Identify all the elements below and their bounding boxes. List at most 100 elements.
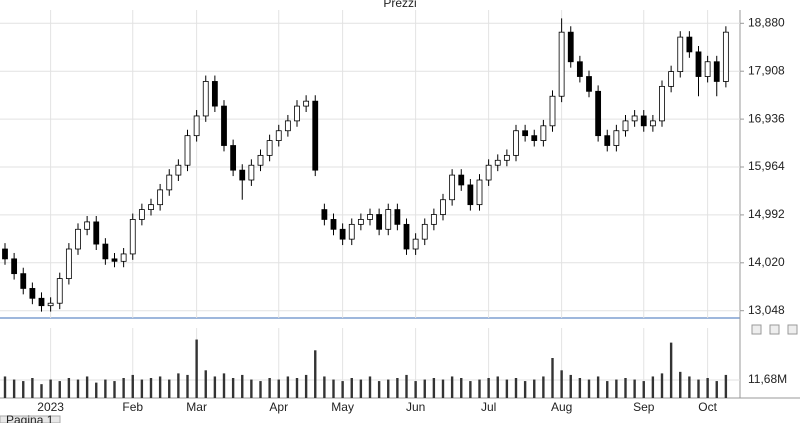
volume-bar [560,370,563,398]
candle-body [65,248,72,279]
candle-body [622,120,629,132]
candle-body [668,71,675,87]
volume-bar [387,379,390,398]
panel-buttons[interactable] [751,324,798,335]
candle-body [440,199,446,215]
candle-body [613,130,620,146]
volume-bar [149,378,153,398]
volume-bar [706,378,709,398]
volume-bar [67,378,71,398]
volume-bar [58,381,61,398]
candle-body [640,115,647,127]
candle-body [184,135,191,166]
volume-bar [259,381,262,398]
volume-bar [642,381,645,398]
candle-body [348,223,355,240]
volume-bar [76,379,80,398]
volume-bar [423,379,426,398]
volume-bar [250,379,253,398]
volume-bar [350,378,353,398]
candle-body [522,130,529,137]
y-tick-label: 14,992 [748,207,785,221]
volume-bar [396,378,399,398]
y-tick-label: 17,908 [748,63,785,77]
candle-body [239,169,246,181]
volume-bar [496,376,499,398]
candle-body [540,125,547,141]
candle-body [284,120,291,132]
candle-body [485,164,492,181]
candle-body [394,209,401,225]
y-tick-label: 14,020 [748,255,785,269]
y-tick-label: 18,880 [748,15,785,29]
volume-bar [213,376,217,398]
candle-body [449,174,456,201]
candle-body [211,81,218,107]
candle-body [686,36,693,53]
chart-title: Prezzi [383,0,416,10]
candle-body [494,159,501,166]
candle-body [75,228,81,250]
candle-body [430,214,437,225]
volume-bar [478,379,481,398]
candle-body [376,214,383,230]
candle-body [330,219,337,230]
candle-body [677,36,684,72]
minimize-button[interactable] [751,324,762,335]
volume-bar [158,376,162,398]
volume-bar [140,379,144,398]
x-tick-label: Sep [633,400,655,414]
close-button[interactable] [787,324,798,335]
volume-bar [514,378,518,398]
candle-body [549,95,556,127]
candle-body [312,100,319,171]
x-tick-label: Apr [269,400,288,414]
x-tick-label: 2023 [37,400,64,414]
volume-bar [715,381,718,398]
candle-body [11,258,18,275]
candle-body [275,130,282,141]
candle-body [2,248,8,260]
candle-body [56,278,63,304]
candle-body [148,204,154,210]
candle-body [631,115,638,122]
candle-body [120,253,127,262]
maximize-button[interactable] [769,324,780,335]
volume-bar [85,376,89,398]
volume-bar [104,379,107,398]
volume-bar [660,373,664,398]
volume-bar [669,342,673,398]
volume-bar [122,378,125,398]
candle-body [503,154,510,161]
volume-bar [551,358,554,398]
volume-bar [569,374,572,398]
x-tick-label: Aug [551,400,572,414]
volume-bar [587,379,591,398]
y-tick-label: 13,048 [748,303,785,317]
volume-bar [231,378,235,398]
volume-bar [469,381,472,398]
tab-label[interactable]: Pagina 1 [6,413,54,423]
volume-bar [533,379,536,398]
tab[interactable] [0,415,61,423]
volume-bar [377,381,381,398]
volume-bar [460,378,463,398]
candle-body [412,238,419,250]
candle-body [221,105,227,146]
volume-bar [651,376,655,398]
y-tick-label: 15,964 [748,159,785,173]
candle-body [513,130,519,156]
volume-bar [241,374,244,398]
candle-body [138,209,145,220]
candle-body [586,76,592,92]
candle-body [84,221,91,230]
candle-body [604,135,611,146]
volume-bar [697,379,700,398]
candle-body [576,61,583,77]
candle-body [695,51,702,77]
x-tick-label: Mar [186,400,207,414]
candle-body [567,31,574,63]
candle-body [367,214,373,220]
candle-body [531,135,538,141]
volume-bar [186,374,189,398]
